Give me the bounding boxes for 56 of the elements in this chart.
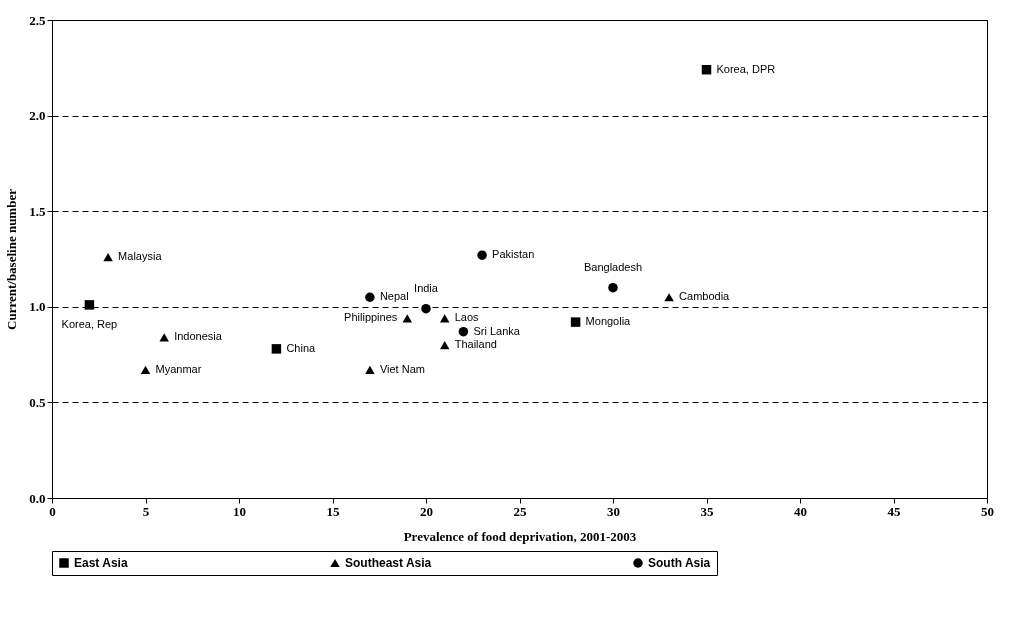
annotation: Myanmar <box>155 362 202 375</box>
x-tick-label: 50 <box>981 503 994 519</box>
annotation: Laos <box>454 311 480 324</box>
point <box>477 250 487 260</box>
annotation: Sri Lanka <box>473 324 521 337</box>
point <box>701 64 712 75</box>
annotation: Korea, DPR <box>716 62 776 75</box>
x-tick-label: 30 <box>607 503 620 519</box>
y-tick-label: 2.5 <box>29 12 46 28</box>
annotation: Thailand <box>454 338 497 351</box>
point <box>365 292 375 302</box>
y-tick-label: 1.0 <box>29 299 46 315</box>
point <box>439 340 450 350</box>
point <box>140 365 151 374</box>
x-tick-label: 35 <box>700 503 714 519</box>
x-tick-label: 45 <box>887 503 901 519</box>
annotation: Cambodia <box>679 290 731 303</box>
annotation: Indonesia <box>174 330 223 343</box>
point <box>103 252 113 262</box>
x-tick-label: 40 <box>794 503 807 519</box>
legend-label: South Asia <box>648 556 711 570</box>
point <box>439 314 450 323</box>
point <box>570 317 581 327</box>
x-tick-label: 0 <box>49 503 56 519</box>
annotation: China <box>286 341 317 354</box>
point <box>664 293 674 302</box>
annotation: Nepal <box>379 290 409 303</box>
x-tick-label: 5 <box>142 503 150 519</box>
y-tick-label: 0.5 <box>29 394 46 410</box>
point <box>159 333 169 342</box>
x-tick-label: 25 <box>513 503 527 519</box>
x-tick-label: 15 <box>326 503 340 519</box>
point <box>421 303 431 314</box>
annotation: Viet Nam <box>379 362 425 375</box>
x-tick-label: 10 <box>233 503 246 519</box>
point <box>608 282 618 293</box>
x-tick-label: 20 <box>420 503 433 519</box>
annotation: Korea, Rep <box>61 317 118 330</box>
point <box>365 365 375 374</box>
x-axis-title: Prevalence of food deprivation, 2001-2003 <box>403 528 637 544</box>
y-tick-label: 2.0 <box>29 108 46 124</box>
annotation: Philippines <box>344 311 398 324</box>
point <box>84 300 95 310</box>
point <box>458 326 469 337</box>
legend-label: Southeast Asia <box>345 556 432 570</box>
legend-label: East Asia <box>74 556 128 570</box>
y-tick-label: 1.5 <box>29 203 46 219</box>
annotation: Malaysia <box>118 250 163 263</box>
annotation: India <box>414 281 439 294</box>
annotation: Bangladesh <box>583 260 643 273</box>
annotation: Mongolia <box>585 315 632 328</box>
point <box>402 314 413 323</box>
point <box>271 344 282 354</box>
annotation: Pakistan <box>492 248 535 261</box>
y-axis-title: Current/baseline number <box>4 188 20 330</box>
y-tick-label: 0.0 <box>29 490 46 506</box>
